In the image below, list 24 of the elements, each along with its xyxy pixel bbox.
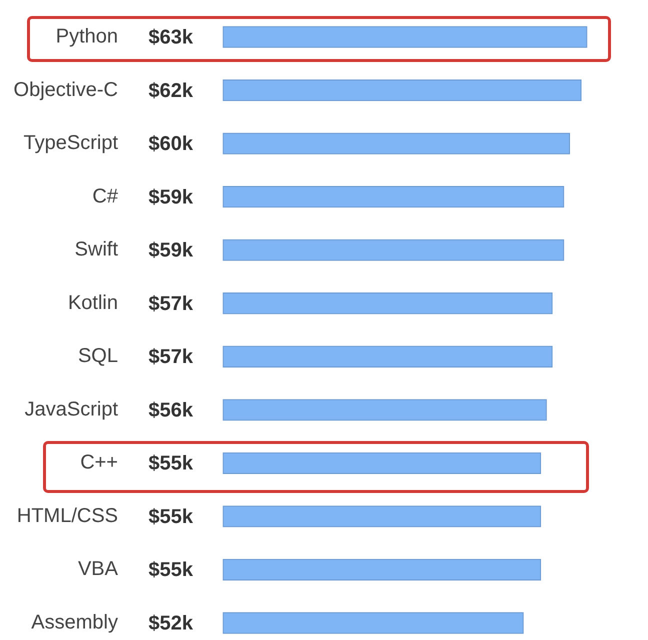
- y-tick-label: JavaScript: [24, 398, 118, 420]
- data-label: $63k: [148, 26, 194, 49]
- y-tick-label: VBA: [78, 558, 119, 580]
- data-label: $56k: [148, 399, 194, 422]
- data-label: $55k: [148, 506, 194, 528]
- y-tick-label: TypeScript: [24, 132, 118, 154]
- data-label: $55k: [148, 559, 194, 582]
- y-tick-label: C++: [80, 452, 118, 474]
- data-label: $59k: [148, 240, 194, 262]
- y-tick-label: Kotlin: [68, 292, 118, 314]
- y-tick-label: Objective-C: [14, 78, 118, 101]
- y-tick-label: HTML/CSS: [16, 504, 118, 527]
- data-label: $62k: [148, 80, 194, 102]
- data-label: $59k: [148, 186, 194, 208]
- data-label: $60k: [148, 133, 194, 156]
- y-tick-label: C#: [92, 185, 119, 208]
- data-label: $57k: [148, 346, 194, 368]
- y-tick-label: Swift: [74, 238, 118, 261]
- y-tick-label: Assembly: [31, 612, 118, 634]
- data-label: $55k: [148, 452, 194, 475]
- data-label: $52k: [148, 612, 194, 635]
- data-label: $57k: [148, 292, 194, 315]
- y-tick-label: Python: [56, 26, 118, 48]
- y-tick-label: SQL: [78, 345, 118, 368]
